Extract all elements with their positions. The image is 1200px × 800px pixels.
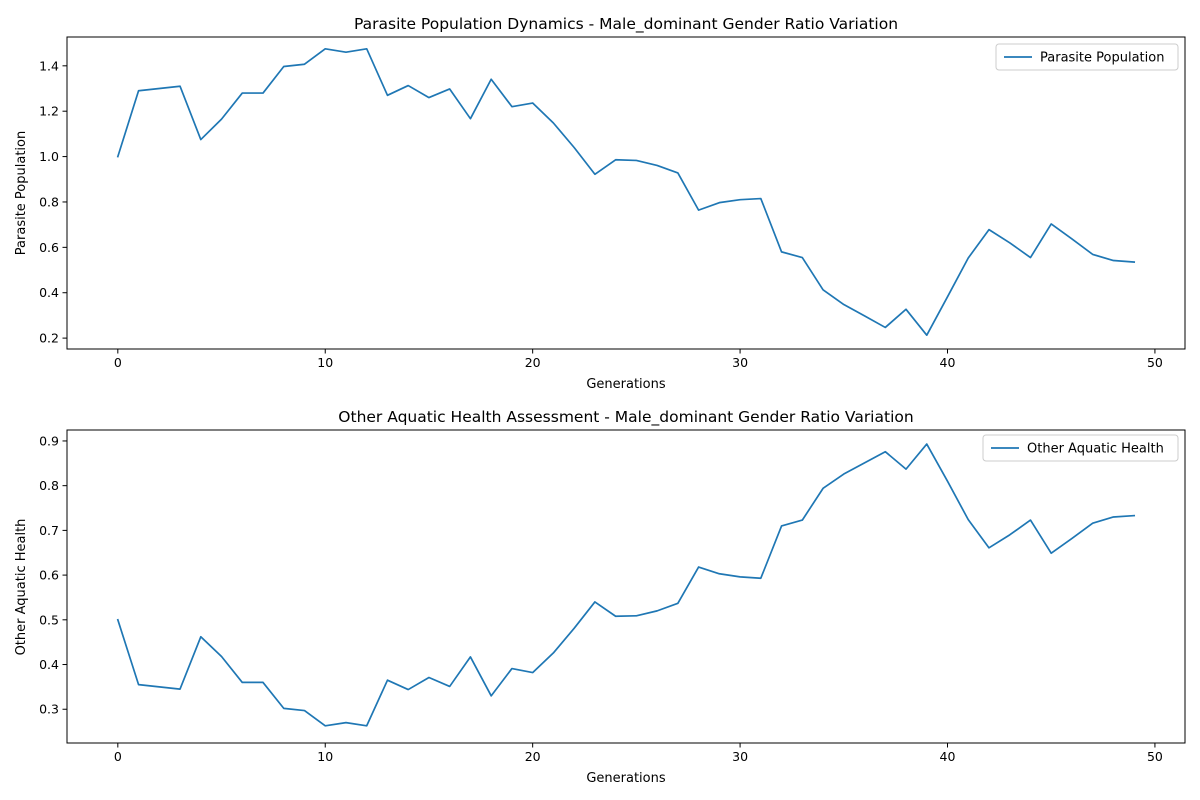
x-tick-label: 40 xyxy=(940,749,956,764)
x-tick-label: 10 xyxy=(317,355,333,370)
y-tick-label: 0.9 xyxy=(39,433,59,448)
y-axis-label: Other Aquatic Health xyxy=(14,519,29,656)
plot-frame xyxy=(66,36,1186,350)
y-tick-label: 0.5 xyxy=(39,612,59,627)
y-tick-label: 0.7 xyxy=(39,523,59,538)
legend-label: Parasite Population xyxy=(1040,51,1164,66)
x-tick-label: 30 xyxy=(732,749,748,764)
legend-label: Other Aquatic Health xyxy=(1027,442,1164,457)
y-tick-label: 1.0 xyxy=(39,149,59,164)
legend-box xyxy=(982,434,1179,462)
x-tick-label: 0 xyxy=(114,355,122,370)
y-tick-label: 0.2 xyxy=(39,331,59,346)
plot-frame xyxy=(66,429,1186,744)
x-axis: 0 10 20 30 40 50 xyxy=(114,349,1163,370)
other-aquatic-health-chart: Other Aquatic Health Assessment - Male_d… xyxy=(14,408,1186,786)
y-tick-label: 0.6 xyxy=(39,240,59,255)
legend: Other Aquatic Health xyxy=(982,434,1179,462)
x-tick-label: 50 xyxy=(1147,355,1163,370)
x-tick-label: 0 xyxy=(114,749,122,764)
x-axis: 0 10 20 30 40 50 xyxy=(114,743,1163,764)
y-axis: 0.3 0.4 0.5 0.6 0.7 0.8 0.9 xyxy=(39,433,67,717)
y-axis: 0.2 0.4 0.6 0.8 1.0 1.2 1.4 xyxy=(39,58,67,346)
y-axis-label: Parasite Population xyxy=(14,131,29,255)
chart-title: Other Aquatic Health Assessment - Male_d… xyxy=(338,408,913,427)
x-tick-label: 20 xyxy=(525,749,541,764)
y-tick-label: 1.2 xyxy=(39,104,59,119)
series-line xyxy=(116,47,1136,337)
y-tick-label: 1.4 xyxy=(39,58,59,73)
y-tick-label: 0.8 xyxy=(39,478,59,493)
x-tick-label: 40 xyxy=(940,355,956,370)
series-lines xyxy=(116,47,1136,337)
x-tick-label: 10 xyxy=(317,749,333,764)
series-line xyxy=(116,443,1136,727)
series-lines xyxy=(116,443,1136,727)
legend-box xyxy=(995,43,1179,71)
y-tick-label: 0.4 xyxy=(39,285,59,300)
x-tick-label: 20 xyxy=(525,355,541,370)
parasite-population-chart: Parasite Population Dynamics - Male_domi… xyxy=(14,15,1186,392)
chart-title: Parasite Population Dynamics - Male_domi… xyxy=(354,15,898,34)
y-tick-label: 0.4 xyxy=(39,657,59,672)
y-tick-label: 0.6 xyxy=(39,568,59,583)
y-tick-label: 0.8 xyxy=(39,194,59,209)
x-axis-label: Generations xyxy=(586,377,666,392)
x-tick-label: 30 xyxy=(732,355,748,370)
y-tick-label: 0.3 xyxy=(39,702,59,717)
x-axis-label: Generations xyxy=(586,771,666,786)
legend: Parasite Population xyxy=(995,43,1179,71)
x-tick-label: 50 xyxy=(1147,749,1163,764)
